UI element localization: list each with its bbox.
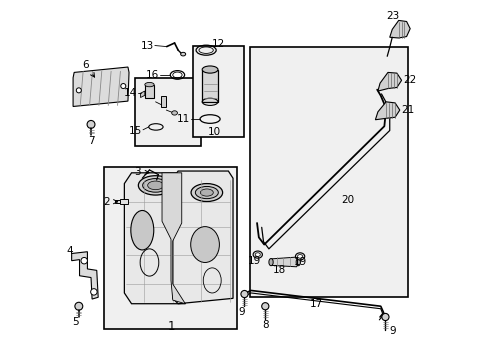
Ellipse shape: [142, 179, 168, 192]
Ellipse shape: [81, 257, 87, 264]
Text: 14: 14: [123, 88, 137, 98]
Ellipse shape: [191, 184, 222, 202]
Ellipse shape: [381, 314, 388, 320]
Polygon shape: [172, 171, 233, 304]
Ellipse shape: [121, 84, 125, 89]
Bar: [249, 47, 407, 297]
Polygon shape: [124, 173, 185, 304]
Text: 2: 2: [103, 197, 118, 207]
Text: 21: 21: [400, 105, 414, 115]
Ellipse shape: [255, 253, 260, 256]
Ellipse shape: [296, 258, 300, 266]
Ellipse shape: [200, 189, 213, 196]
Text: 16: 16: [145, 70, 159, 80]
Bar: [202, 69, 218, 102]
Text: 19: 19: [247, 256, 260, 266]
Ellipse shape: [195, 186, 218, 199]
Bar: [161, 96, 166, 107]
Ellipse shape: [87, 121, 95, 129]
Ellipse shape: [253, 251, 262, 258]
Polygon shape: [72, 252, 98, 299]
Text: 22: 22: [403, 75, 416, 85]
Polygon shape: [389, 21, 409, 38]
Ellipse shape: [90, 289, 97, 295]
Bar: [144, 85, 154, 98]
Ellipse shape: [268, 258, 273, 266]
Polygon shape: [377, 72, 401, 91]
Bar: [120, 199, 127, 204]
Text: 11: 11: [176, 114, 190, 124]
Text: 13: 13: [141, 41, 154, 50]
Text: 7: 7: [87, 136, 94, 145]
Text: 9: 9: [388, 326, 395, 336]
Text: 20: 20: [341, 195, 354, 205]
Ellipse shape: [180, 52, 185, 56]
Ellipse shape: [295, 253, 304, 260]
Polygon shape: [73, 67, 129, 107]
Ellipse shape: [190, 226, 219, 262]
Polygon shape: [270, 257, 298, 267]
Ellipse shape: [241, 291, 247, 298]
Text: 9: 9: [238, 307, 244, 316]
Text: 6: 6: [82, 59, 94, 77]
Bar: [192, 45, 244, 137]
Text: 3: 3: [134, 167, 149, 177]
Text: 17: 17: [309, 300, 322, 310]
Ellipse shape: [76, 88, 81, 93]
Text: 15: 15: [129, 126, 142, 136]
Polygon shape: [162, 173, 185, 304]
Polygon shape: [375, 102, 399, 120]
Ellipse shape: [75, 302, 82, 310]
Text: 10: 10: [207, 127, 220, 136]
Ellipse shape: [171, 111, 177, 115]
Ellipse shape: [297, 255, 302, 258]
Text: 8: 8: [262, 320, 268, 330]
Text: 23: 23: [386, 11, 399, 21]
Text: 12: 12: [211, 40, 224, 49]
Text: 19: 19: [293, 257, 306, 267]
Text: 4: 4: [66, 246, 73, 256]
Bar: [135, 78, 201, 146]
Text: 5: 5: [73, 317, 79, 327]
Ellipse shape: [131, 211, 153, 250]
Ellipse shape: [261, 303, 268, 310]
Ellipse shape: [138, 176, 172, 195]
Ellipse shape: [147, 181, 163, 190]
Bar: [104, 167, 237, 329]
Ellipse shape: [202, 66, 218, 73]
Text: 18: 18: [272, 265, 285, 275]
Bar: [115, 200, 120, 203]
Ellipse shape: [144, 82, 154, 87]
Polygon shape: [140, 91, 144, 98]
Text: 1: 1: [167, 320, 174, 333]
